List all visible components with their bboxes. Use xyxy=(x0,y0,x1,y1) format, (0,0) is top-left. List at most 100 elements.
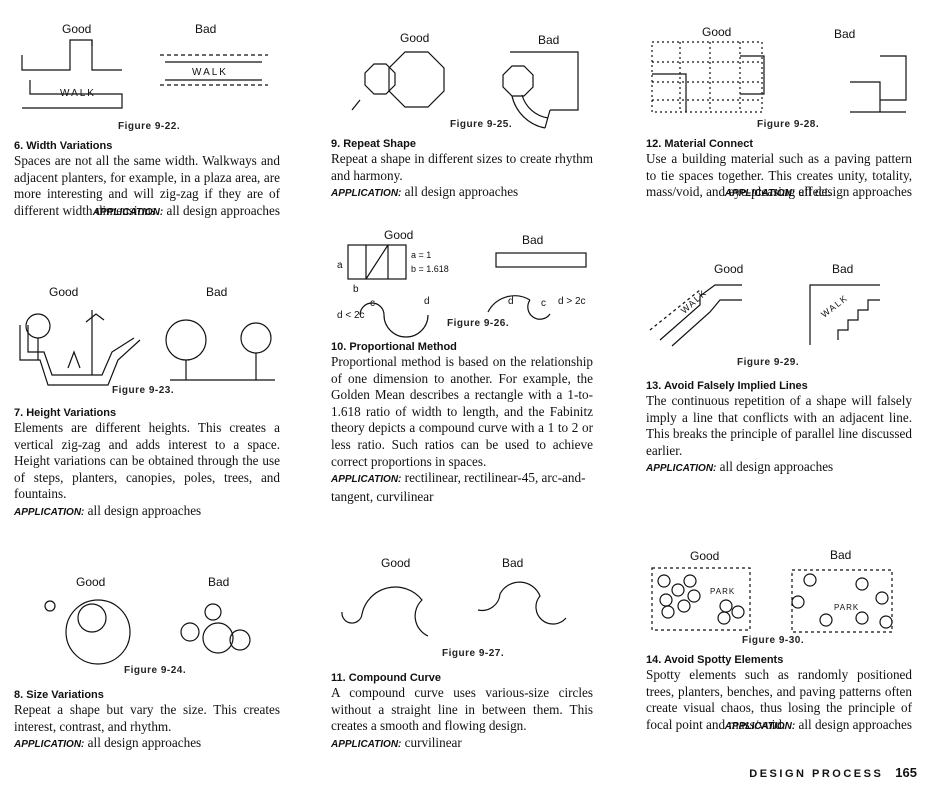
application-text: all design approaches xyxy=(719,459,834,475)
application-text: curvilinear xyxy=(404,734,462,750)
fig-9-26-curve-c-good: c xyxy=(370,298,375,309)
fig-9-30-park-bad: PARK xyxy=(834,603,859,612)
section-application: APPLICATION: all design approaches xyxy=(14,203,280,222)
application-label: APPLICATION: xyxy=(724,188,796,200)
fig-9-24-good-label: Good xyxy=(76,575,106,589)
fig-9-27-good-label: Good xyxy=(381,556,411,570)
fig-9-23-bad-label: Bad xyxy=(206,285,228,299)
fig-9-30-drawing: PARK PARK xyxy=(651,567,893,633)
section-heading: 9. Repeat Shape xyxy=(331,138,416,150)
fig-9-22-good-label: Good xyxy=(62,22,92,36)
fig-9-24-bad-label: Bad xyxy=(208,575,230,589)
section-body: A compound curve uses various-size circl… xyxy=(331,685,593,734)
application-label: APPLICATION: xyxy=(331,738,402,750)
section-avoid-spotty-elements: 14. Avoid Spotty Elements Spotty element… xyxy=(646,654,912,735)
fig-9-29-drawing: WALK WALK xyxy=(649,284,880,347)
section-body: Repeat a shape but vary the size. This c… xyxy=(14,702,280,734)
section-application: APPLICATION: all design approaches xyxy=(646,459,912,478)
fig-9-27-drawing xyxy=(341,581,567,637)
application-label: APPLICATION: xyxy=(724,720,796,732)
fig-9-28-good-label: Good xyxy=(702,25,732,39)
application-label: APPLICATION: xyxy=(646,463,717,475)
fig-9-22-drawing: WALK WALK xyxy=(21,39,268,109)
fig-9-23-caption: Figure 9-23. xyxy=(112,385,175,396)
fig-9-26-good-label: Good xyxy=(384,228,414,242)
application-label: APPLICATION: xyxy=(92,206,164,218)
section-size-variations: 8. Size Variations Repeat a shape but va… xyxy=(14,689,280,754)
fig-9-25-drawing xyxy=(351,51,579,129)
fig-9-26-curve-d-bad: d xyxy=(508,296,514,307)
fig-9-30-caption: Figure 9-30. xyxy=(742,635,805,646)
fig-9-27-bad-label: Bad xyxy=(502,556,524,570)
section-body: The continuous repetition of a shape wil… xyxy=(646,393,912,458)
fig-9-28-drawing xyxy=(651,41,907,113)
application-label: APPLICATION: xyxy=(14,506,85,518)
section-body: Spaces are not all the same width. Walkw… xyxy=(14,153,280,218)
application-text: all design approaches xyxy=(798,184,912,200)
fig-9-26-ratio-b: b = 1.618 xyxy=(411,264,449,274)
fig-9-28-caption: Figure 9-28. xyxy=(757,119,820,130)
section-body: Spotty elements such as randomly positio… xyxy=(646,667,912,732)
page-number: 165 xyxy=(895,765,917,780)
fig-9-25-bad-label: Bad xyxy=(538,33,560,47)
fig-9-29-good-label: Good xyxy=(714,262,744,276)
fig-9-26-curve-bad: d > 2c xyxy=(558,296,586,307)
footer-label: DESIGN PROCESS xyxy=(749,768,884,780)
section-heading: 11. Compound Curve xyxy=(331,672,442,684)
fig-9-22-bad-label: Bad xyxy=(195,22,217,36)
section-material-connect: 12. Material Connect Use a building mate… xyxy=(646,138,912,203)
fig-9-26-caption: Figure 9-26. xyxy=(447,318,510,329)
application-text: all design approaches xyxy=(798,716,912,732)
fig-9-22-walk-bad: WALK xyxy=(192,67,228,78)
application-label: APPLICATION: xyxy=(14,739,85,751)
section-application: APPLICATION: all design approaches xyxy=(646,184,912,203)
section-height-variations: 7. Height Variations Elements are differ… xyxy=(14,407,280,522)
section-application: APPLICATION: all design approaches xyxy=(331,184,593,203)
fig-9-23-good-label: Good xyxy=(49,285,79,299)
fig-9-26-curve-c-bad: c xyxy=(541,298,546,309)
fig-9-23-drawing xyxy=(19,310,275,386)
fig-9-26-drawing: a b a = 1 b = 1.618 c d d c d < 2c d > 2… xyxy=(337,244,587,338)
fig-9-30-park-good: PARK xyxy=(710,587,735,596)
section-body: Use a building material such as a paving… xyxy=(646,151,912,200)
application-text: all design approaches xyxy=(87,735,202,751)
fig-9-30-good-label: Good xyxy=(690,549,720,563)
fig-9-26-curve-good: d < 2c xyxy=(337,310,365,321)
section-heading: 6. Width Variations xyxy=(14,140,113,152)
fig-9-27-caption: Figure 9-27. xyxy=(442,648,505,659)
section-proportional-method: 10. Proportional Method Proportional met… xyxy=(331,341,593,505)
section-heading: 14. Avoid Spotty Elements xyxy=(646,654,784,666)
section-body: Repeat a shape in different sizes to cre… xyxy=(331,151,593,183)
section-application: APPLICATION: all design approaches xyxy=(646,717,912,736)
application-text: all design approaches xyxy=(404,184,519,200)
section-repeat-shape: 9. Repeat Shape Repeat a shape in differ… xyxy=(331,138,593,203)
section-compound-curve: 11. Compound Curve A compound curve uses… xyxy=(331,672,593,753)
section-heading: 12. Material Connect xyxy=(646,138,753,150)
fig-9-26-ratio-a: a = 1 xyxy=(411,250,431,260)
fig-9-26-bad-label: Bad xyxy=(522,233,544,247)
section-application: APPLICATION: curvilinear xyxy=(331,735,593,754)
fig-9-25-good-label: Good xyxy=(400,31,430,45)
fig-9-29-bad-label: Bad xyxy=(832,262,854,276)
application-text: all design approaches xyxy=(166,202,280,218)
application-label: APPLICATION: xyxy=(331,188,402,200)
section-heading: 13. Avoid Falsely Implied Lines xyxy=(646,380,808,392)
application-text: all design approaches xyxy=(87,502,202,518)
section-body: Elements are different heights. This cre… xyxy=(14,420,280,502)
section-heading: 7. Height Variations xyxy=(14,407,117,419)
fig-9-24-drawing xyxy=(44,599,251,665)
application-text: rectilinear, rectilinear-45, arc-and-tan… xyxy=(331,470,586,504)
fig-9-30-bad-label: Bad xyxy=(830,548,852,562)
section-application: APPLICATION: rectilinear, rectilinear-45… xyxy=(331,470,593,505)
section-body: Proportional method is based on the rela… xyxy=(331,354,593,469)
section-width-variations: 6. Width Variations Spaces are not all t… xyxy=(14,140,280,221)
section-heading: 8. Size Variations xyxy=(14,689,104,701)
fig-9-29-caption: Figure 9-29. xyxy=(737,357,800,368)
fig-9-22-caption: Figure 9-22. xyxy=(118,121,181,132)
section-avoid-falsely-implied-lines: 13. Avoid Falsely Implied Lines The cont… xyxy=(646,380,912,478)
section-application: APPLICATION: all design approaches xyxy=(14,503,280,522)
fig-9-25-caption: Figure 9-25. xyxy=(450,119,513,130)
fig-9-26-dim-a: a xyxy=(337,260,343,271)
fig-9-24-caption: Figure 9-24. xyxy=(124,665,187,676)
fig-9-26-curve-d-good: d xyxy=(424,296,430,307)
